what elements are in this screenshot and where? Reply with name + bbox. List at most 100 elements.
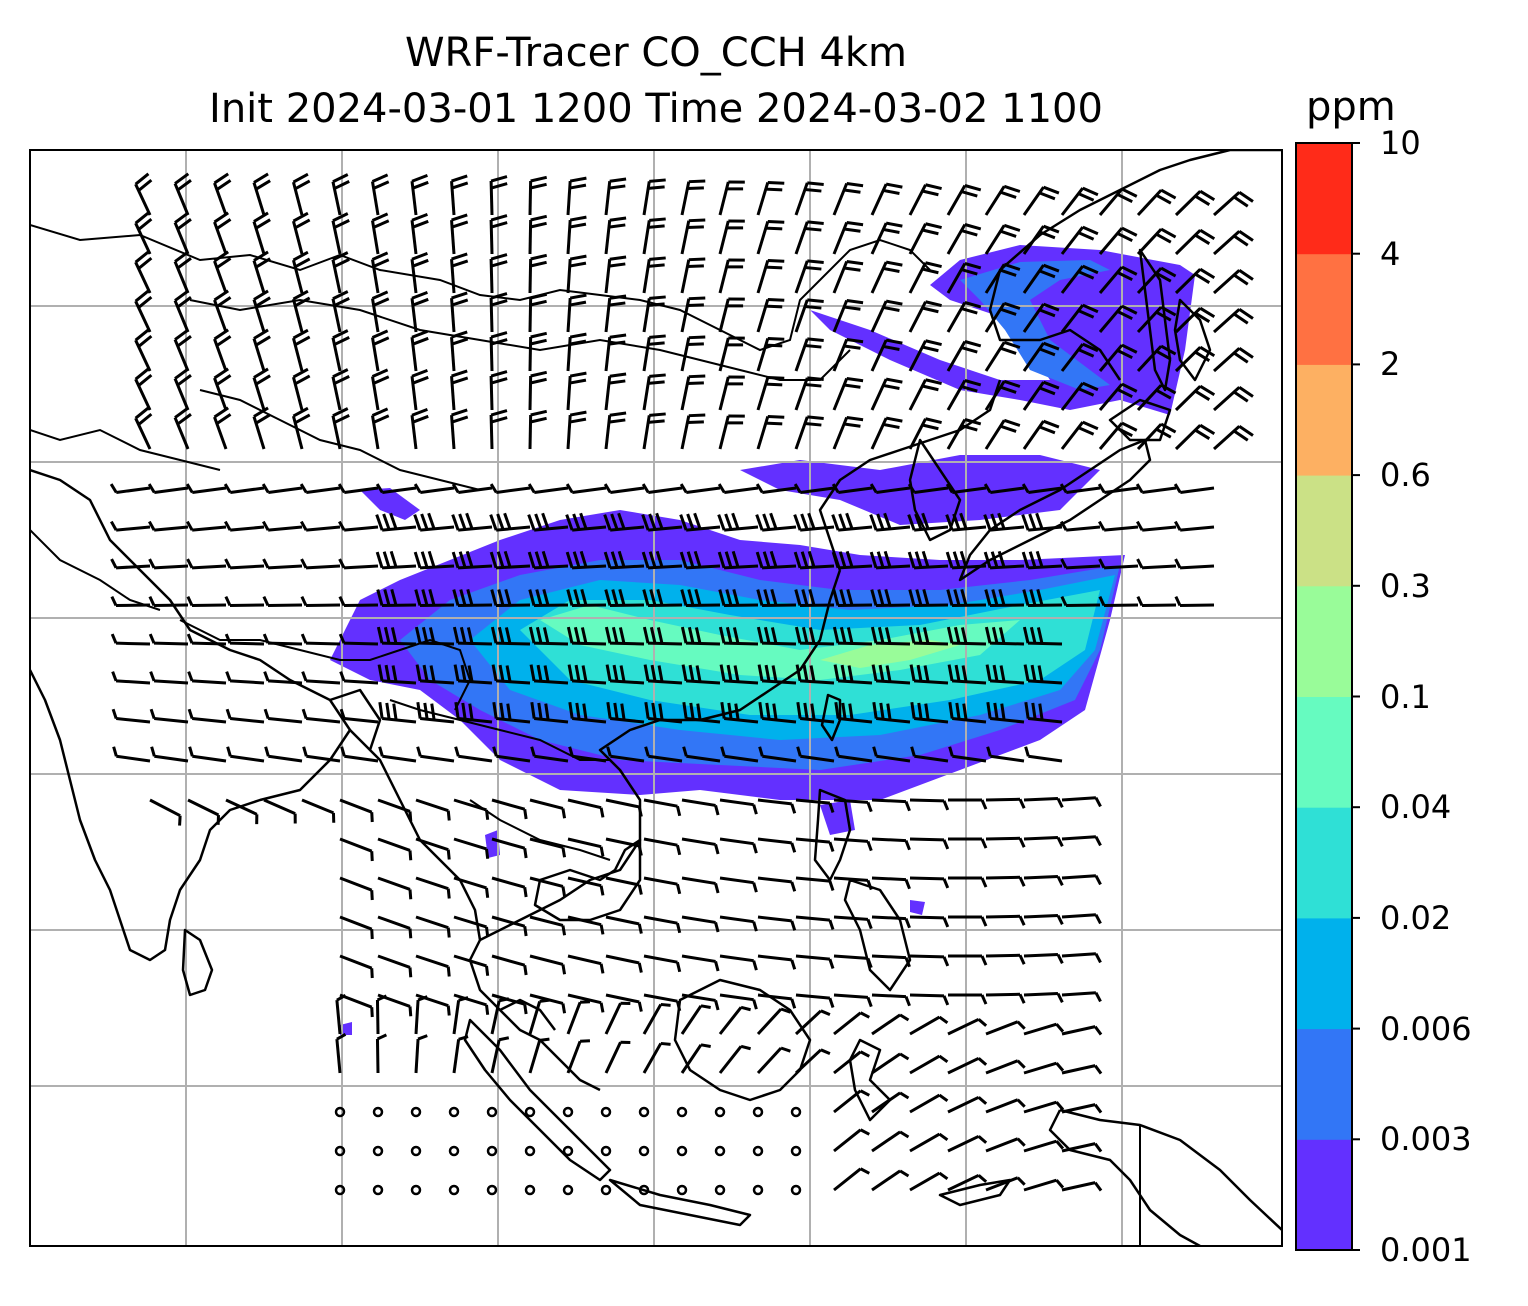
wind-barb — [833, 664, 873, 685]
wind-barb — [338, 520, 379, 532]
wind-barb — [945, 483, 987, 494]
wind-barb — [719, 915, 758, 932]
wind-barb — [530, 702, 569, 724]
wind-barb — [339, 876, 374, 901]
wind-barb — [643, 954, 682, 973]
wind-barb — [604, 255, 627, 294]
wind-barb — [186, 520, 227, 532]
wind-barb — [946, 262, 982, 294]
colorbar-segment — [1296, 917, 1352, 1030]
wind-barb — [252, 172, 271, 216]
wind-barb — [984, 340, 1021, 372]
wind-barb — [527, 512, 569, 532]
wind-barb — [1136, 344, 1177, 373]
wind-barb — [985, 1098, 1026, 1114]
wind-barb — [644, 702, 683, 724]
wind-barb — [986, 702, 1025, 724]
wind-barb — [1098, 421, 1138, 450]
wind-barb — [110, 595, 151, 608]
wind-barb — [870, 626, 911, 646]
wind-barb — [489, 370, 508, 411]
wind-barb — [453, 915, 490, 937]
wind-barb — [682, 702, 721, 724]
wind-barb — [331, 290, 350, 333]
wind-barb — [946, 588, 987, 608]
wind-barb — [486, 1145, 498, 1157]
wind-barb — [680, 179, 706, 216]
wind-barb — [1174, 520, 1215, 532]
wind-barb — [370, 290, 390, 333]
wind-barb — [186, 633, 227, 646]
wind-barb — [567, 837, 605, 857]
gridlines — [30, 150, 1282, 1246]
wind-barb — [1023, 1100, 1065, 1114]
wind-barb — [261, 483, 303, 494]
wind-barb — [134, 367, 153, 411]
wind-barb — [1060, 186, 1099, 216]
wind-barb — [908, 300, 942, 333]
wind-barb — [528, 175, 548, 216]
wind-barb — [213, 289, 232, 333]
wind-barb — [1060, 342, 1099, 372]
wind-barb — [528, 626, 569, 646]
wind-barb — [489, 409, 508, 450]
wind-barb — [173, 367, 192, 411]
wind-barb — [909, 993, 950, 1006]
wind-barb — [908, 378, 942, 411]
wind-barb — [173, 172, 192, 216]
wind-barb — [794, 298, 824, 333]
wind-barb — [946, 379, 982, 411]
wind-barb — [642, 295, 666, 333]
wind-barb — [1098, 187, 1138, 216]
wind-barb — [832, 626, 873, 646]
wind-barb — [642, 626, 683, 646]
wind-barb — [567, 664, 607, 685]
wind-barb — [224, 633, 265, 646]
wind-barb — [907, 483, 949, 494]
wind-barb — [871, 954, 911, 968]
wind-barb — [415, 876, 451, 899]
wind-barb — [173, 328, 192, 372]
wind-barb — [486, 1106, 498, 1118]
wind-barb — [1023, 913, 1064, 925]
wind-barb — [490, 626, 531, 646]
wind-barb — [795, 915, 835, 930]
wind-barb — [134, 250, 153, 294]
wind-barb — [263, 798, 297, 824]
wind-barb — [413, 512, 455, 532]
wind-barb — [134, 211, 153, 255]
wind-barb — [832, 376, 864, 411]
wind-barb — [1024, 746, 1063, 763]
wind-barb — [450, 174, 469, 216]
wind-barb — [300, 633, 341, 646]
border-russia-china — [30, 224, 931, 352]
wind-barb — [984, 418, 1021, 450]
wind-barb — [370, 212, 390, 255]
wind-barb — [871, 876, 911, 890]
wind-barb — [909, 664, 949, 685]
wind-barb — [909, 1171, 949, 1192]
wind-barb — [1098, 520, 1139, 532]
wind-barb — [948, 746, 987, 763]
colorbar-segment — [1296, 475, 1352, 587]
wind-barb — [377, 664, 417, 685]
wind-barb — [605, 664, 645, 685]
wind-barb — [1061, 874, 1102, 886]
wind-barb — [453, 993, 490, 1015]
wind-barb — [870, 338, 903, 372]
wind-barb — [489, 550, 531, 570]
wind-barb — [681, 798, 720, 816]
wind-barb — [334, 1145, 346, 1157]
wind-barb — [1023, 991, 1064, 1003]
wind-barb — [1212, 230, 1254, 256]
wind-barb — [410, 1145, 422, 1157]
wind-barb — [149, 798, 182, 826]
wind-barb — [1023, 1139, 1065, 1153]
wind-barb — [450, 330, 469, 372]
wind-barb — [642, 178, 666, 216]
wind-barb — [452, 588, 493, 608]
wind-barb — [413, 550, 455, 570]
wind-barb — [985, 953, 1026, 965]
wind-barb — [947, 954, 988, 966]
wind-barb — [528, 998, 550, 1035]
